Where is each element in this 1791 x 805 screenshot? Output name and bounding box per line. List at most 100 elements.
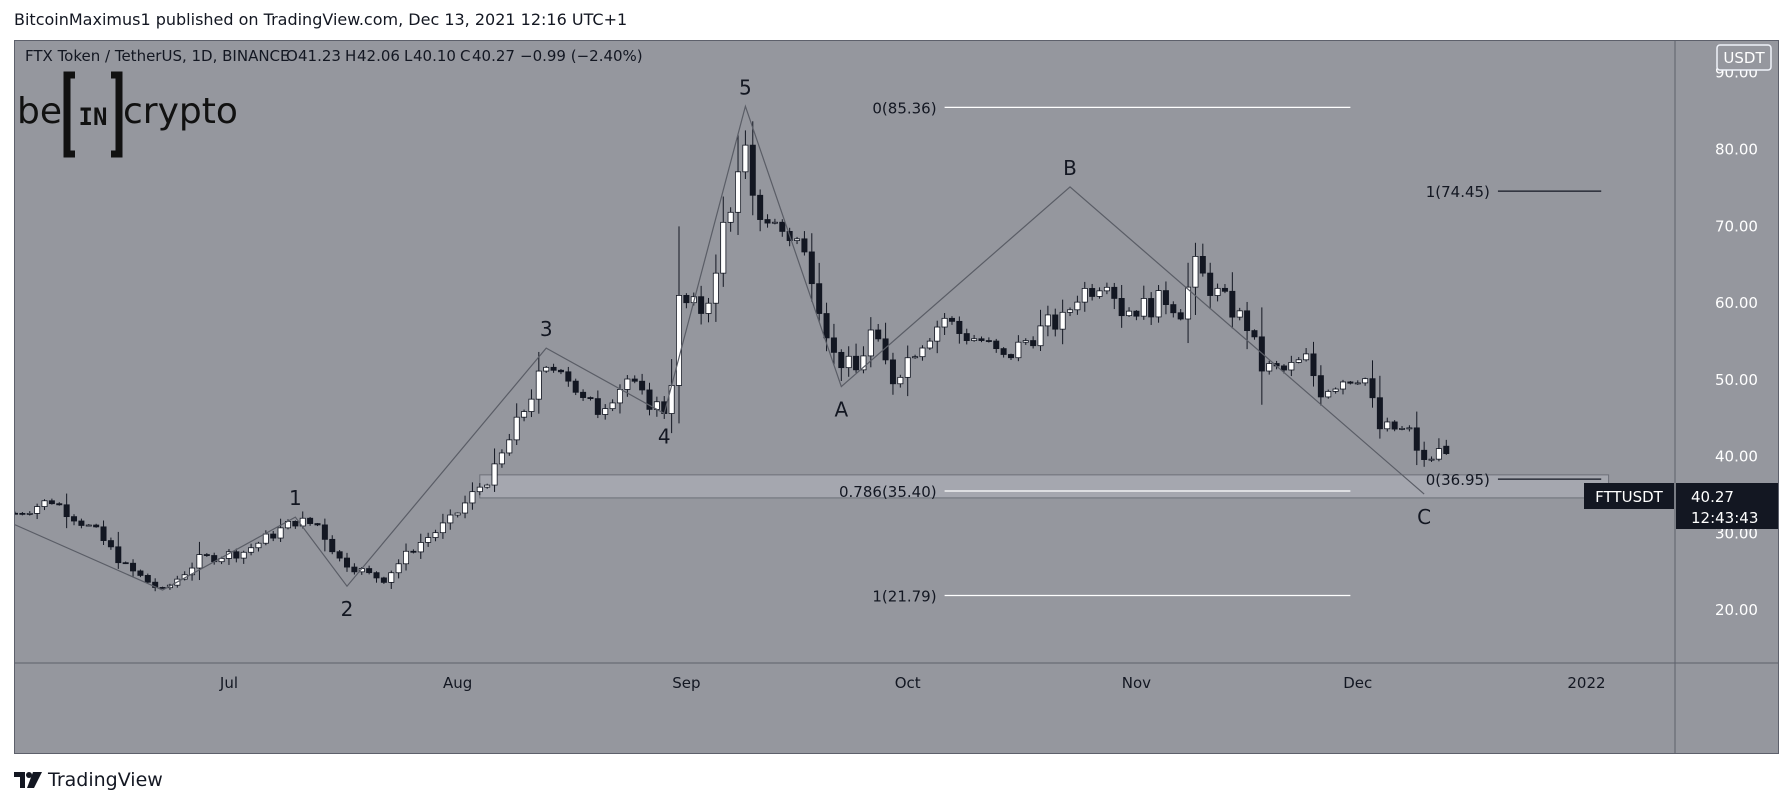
wave-label-2: 2: [341, 597, 354, 621]
candle-body: [48, 500, 55, 505]
candle-body: [1376, 397, 1383, 430]
candle: [1162, 281, 1169, 315]
time-axis[interactable]: Jul Aug Sep Oct Nov Dec 2022: [219, 674, 1606, 692]
symbol-title: FTX Token / TetherUS, 1D, BINANCE: [25, 47, 290, 65]
candle: [1008, 353, 1015, 360]
candle-body: [1421, 449, 1428, 460]
candle-body: [1096, 290, 1103, 297]
candle: [351, 563, 358, 575]
candle: [535, 351, 542, 414]
candle-body: [321, 524, 328, 540]
price-tick-label: 50.00: [1715, 371, 1758, 389]
candle: [1126, 307, 1133, 317]
ohlc-low-label: L: [404, 47, 413, 65]
candle: [1251, 329, 1258, 340]
candle-body: [882, 338, 889, 361]
candle: [1303, 348, 1310, 362]
candle: [565, 366, 572, 387]
candle-body: [1185, 286, 1192, 320]
candle: [683, 293, 690, 309]
candle: [1074, 295, 1081, 315]
candle-body: [152, 581, 159, 588]
candle: [889, 352, 896, 395]
candle-body: [1133, 310, 1140, 317]
candle: [1354, 380, 1361, 385]
candle-body: [985, 340, 992, 342]
candle: [447, 509, 454, 530]
candle: [26, 511, 33, 516]
candle: [462, 495, 469, 519]
candle-body: [498, 452, 505, 465]
candle: [1133, 310, 1140, 321]
candle: [15, 511, 18, 515]
candle: [417, 533, 424, 559]
candle: [779, 219, 786, 237]
candle: [491, 448, 498, 492]
candle-body: [447, 514, 454, 524]
candle: [56, 502, 63, 506]
logo-text-right: crypto: [123, 91, 238, 132]
candle: [1362, 377, 1369, 386]
candle-body: [1310, 353, 1317, 377]
becrypto-logo: be IN crypto: [17, 71, 238, 158]
candle: [985, 337, 992, 343]
candle-body: [85, 524, 92, 527]
candle: [801, 231, 808, 256]
candle-body: [926, 340, 933, 349]
logo-bracket-right-icon: [111, 71, 123, 158]
candle: [1044, 305, 1051, 337]
candle: [1443, 439, 1450, 455]
candle-body: [956, 320, 963, 334]
candle: [1332, 387, 1339, 394]
candle-body: [63, 504, 70, 518]
time-tick-label: 2022: [1567, 674, 1605, 692]
currency-label[interactable]: USDT: [1723, 49, 1765, 67]
candle-body: [1103, 286, 1110, 292]
candle: [1052, 308, 1059, 337]
time-tick-label: Aug: [443, 674, 472, 692]
tradingview-brand: TradingView: [48, 769, 163, 791]
candle: [1266, 360, 1273, 375]
candle-body: [1207, 272, 1214, 296]
currency-button[interactable]: USDT: [1716, 44, 1772, 71]
candle: [1244, 301, 1251, 350]
candle: [144, 573, 151, 584]
candle: [631, 375, 638, 384]
candle-body: [1067, 309, 1074, 313]
candle-body: [602, 408, 609, 415]
candle-body: [439, 522, 446, 534]
candle: [71, 514, 78, 526]
candle: [189, 562, 196, 581]
candle-body: [336, 551, 343, 559]
candle: [934, 320, 941, 354]
candle: [388, 570, 395, 589]
candle: [1214, 283, 1221, 302]
candle-body: [853, 355, 860, 371]
candle-body: [1295, 359, 1302, 363]
candle-body: [34, 506, 41, 514]
candle-body: [572, 380, 579, 393]
candle-body: [26, 513, 33, 515]
candle: [580, 389, 587, 401]
candle-body: [56, 503, 63, 506]
chart-frame[interactable]: 1 2 3 4 5 A B C 0(85.36) 1(74.45) 0.786(35.40) 0(3…: [14, 40, 1779, 754]
fib-label: 0.786(35.40): [839, 483, 937, 501]
fib-label: 1(21.79): [872, 588, 936, 606]
candle-body: [808, 251, 815, 285]
candle-body: [277, 527, 284, 539]
candle-body: [15, 512, 18, 515]
candle: [1199, 243, 1206, 277]
candle: [867, 317, 874, 368]
candle: [1413, 411, 1420, 466]
candle-body: [1030, 340, 1037, 347]
price-chart[interactable]: 1 2 3 4 5 A B C 0(85.36) 1(74.45) 0.786(35.40) 0(3…: [15, 41, 1778, 753]
currency-button-frame[interactable]: [1716, 44, 1772, 71]
wave-label-4: 4: [658, 424, 671, 448]
candle-body: [875, 329, 882, 340]
candle-body: [764, 219, 771, 224]
candle-body: [314, 523, 321, 526]
candle: [676, 226, 683, 424]
candle: [639, 373, 646, 395]
candle: [130, 559, 137, 578]
